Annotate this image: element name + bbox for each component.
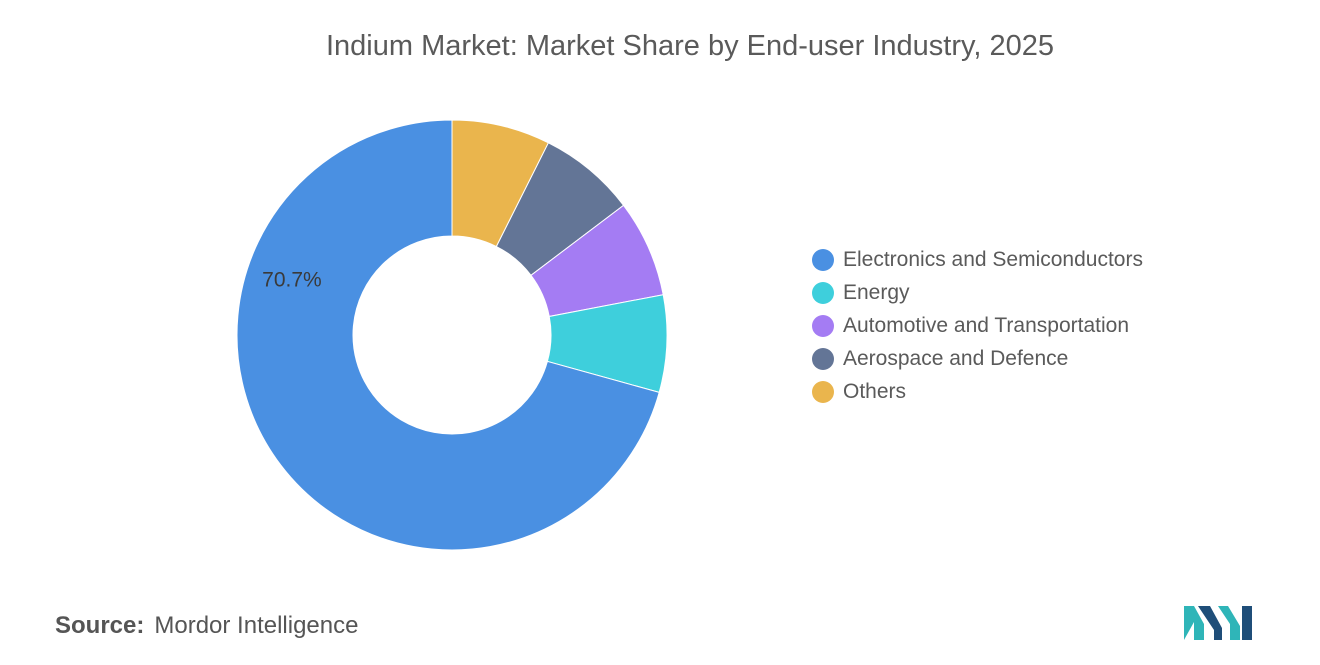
legend-swatch (812, 380, 834, 403)
legend-swatch (812, 347, 834, 370)
chart-title: Indium Market: Market Share by End-user … (325, 30, 1055, 62)
slice-electronics-and-semiconductors (236, 119, 660, 551)
source-label: Source: (55, 612, 145, 639)
legend-label: Automotive and Transportation (843, 313, 1130, 337)
mordor-intelligence-logo (1184, 606, 1252, 640)
legend: Electronics and Semiconductors Energy Auto… (812, 243, 1143, 408)
legend-item-automotive-and-transportation: Automotive and Transportation (812, 309, 1143, 342)
legend-label: Aerospace and Defence (843, 346, 1069, 370)
legend-label: Electronics and Semiconductors (843, 247, 1143, 271)
donut-slices (236, 119, 668, 551)
legend-item-aerospace-and-defence: Aerospace and Defence (812, 342, 1143, 375)
legend-item-electronics-and-semiconductors: Electronics and Semiconductors (812, 243, 1143, 276)
legend-swatch (812, 248, 834, 271)
legend-item-energy: Energy (812, 276, 1143, 309)
legend-swatch (812, 314, 834, 337)
legend-label: Energy (843, 280, 910, 304)
source-note: Source: Mordor Intelligence (55, 612, 358, 640)
legend-swatch (812, 281, 834, 304)
data-labels: 70.7% (262, 268, 322, 291)
legend-label: Others (843, 379, 907, 403)
source-value: Mordor Intelligence (154, 612, 359, 639)
data-label-electronics-and-semiconductors: 70.7% (262, 268, 322, 291)
legend-item-others: Others (812, 375, 1143, 408)
